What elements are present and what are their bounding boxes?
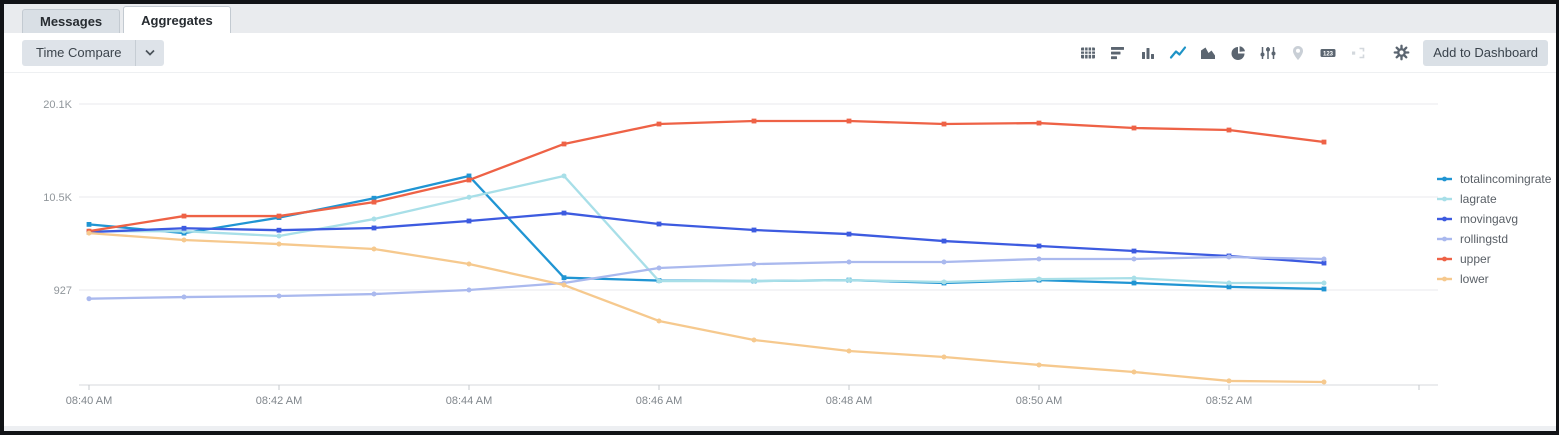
- bar-chart-icon[interactable]: [1108, 43, 1127, 62]
- area-chart-icon[interactable]: [1198, 43, 1217, 62]
- legend-label: upper: [1460, 252, 1491, 266]
- legend-swatch-icon: [1437, 276, 1452, 282]
- chart-legend: totalincomingrate lagrate movingavg rolling…: [1437, 169, 1557, 289]
- svg-text:08:46 AM: 08:46 AM: [636, 395, 682, 407]
- legend-item[interactable]: lagrate: [1437, 189, 1557, 209]
- legend-item[interactable]: movingavg: [1437, 209, 1557, 229]
- column-chart-icon[interactable]: [1138, 43, 1157, 62]
- legend-item[interactable]: totalincomingrate: [1437, 169, 1557, 189]
- aggregates-chart: 927 10.5K 20.1K 08:40 AM 08:42 AM 08:44 AM 08:…: [43, 99, 1438, 407]
- chevron-down-icon[interactable]: [136, 40, 164, 66]
- tab-aggregates-label: Aggregates: [141, 13, 213, 28]
- svg-text:08:52 AM: 08:52 AM: [1206, 395, 1252, 407]
- add-to-dashboard-label: Add to Dashboard: [1433, 45, 1538, 60]
- scatter-chart-icon[interactable]: [1258, 43, 1277, 62]
- svg-text:20.1K: 20.1K: [43, 99, 72, 111]
- legend-item[interactable]: upper: [1437, 249, 1557, 269]
- map-pin-icon[interactable]: [1288, 43, 1307, 62]
- window-bottom-strip: [4, 426, 1556, 431]
- svg-text:08:48 AM: 08:48 AM: [826, 395, 872, 407]
- single-value-text: 123: [1323, 51, 1334, 57]
- tab-bar: Messages Aggregates: [4, 4, 1556, 33]
- cluster-chart-icon[interactable]: [1348, 43, 1367, 62]
- visualization-picker: 123: [1078, 43, 1411, 62]
- dropdown-divider: [135, 39, 137, 66]
- gear-icon[interactable]: [1392, 43, 1411, 62]
- line-chart-icon[interactable]: [1168, 43, 1187, 62]
- single-value-icon[interactable]: 123: [1318, 43, 1337, 62]
- time-compare-dropdown[interactable]: Time Compare: [22, 39, 165, 66]
- pie-chart-icon[interactable]: [1228, 43, 1247, 62]
- chart-panel: 927 10.5K 20.1K 08:40 AM 08:42 AM 08:44 AM 08:…: [4, 73, 1556, 426]
- legend-swatch-icon: [1437, 196, 1452, 202]
- tab-messages-label: Messages: [40, 14, 103, 29]
- chart-toolbar: Time Compare: [4, 33, 1556, 73]
- svg-text:927: 927: [54, 285, 72, 297]
- tab-aggregates[interactable]: Aggregates: [123, 6, 231, 33]
- svg-text:08:40 AM: 08:40 AM: [66, 395, 112, 407]
- legend-item[interactable]: rollingstd: [1437, 229, 1557, 249]
- legend-label: lower: [1460, 272, 1489, 286]
- time-compare-label: Time Compare: [36, 45, 122, 60]
- legend-swatch-icon: [1437, 256, 1452, 262]
- legend-swatch-icon: [1437, 176, 1452, 182]
- svg-text:10.5K: 10.5K: [43, 192, 72, 204]
- tab-messages[interactable]: Messages: [22, 9, 121, 33]
- legend-label: totalincomingrate: [1460, 172, 1552, 186]
- legend-label: movingavg: [1460, 212, 1519, 226]
- svg-text:08:42 AM: 08:42 AM: [256, 395, 302, 407]
- legend-label: lagrate: [1460, 192, 1497, 206]
- table-icon[interactable]: [1078, 43, 1097, 62]
- legend-item[interactable]: lower: [1437, 269, 1557, 289]
- svg-text:08:44 AM: 08:44 AM: [446, 395, 492, 407]
- svg-text:08:50 AM: 08:50 AM: [1016, 395, 1062, 407]
- legend-swatch-icon: [1437, 216, 1452, 222]
- content-window: Messages Aggregates Time Compare: [4, 4, 1556, 431]
- add-to-dashboard-button[interactable]: Add to Dashboard: [1423, 39, 1548, 66]
- legend-swatch-icon: [1437, 236, 1452, 242]
- legend-label: rollingstd: [1460, 232, 1509, 246]
